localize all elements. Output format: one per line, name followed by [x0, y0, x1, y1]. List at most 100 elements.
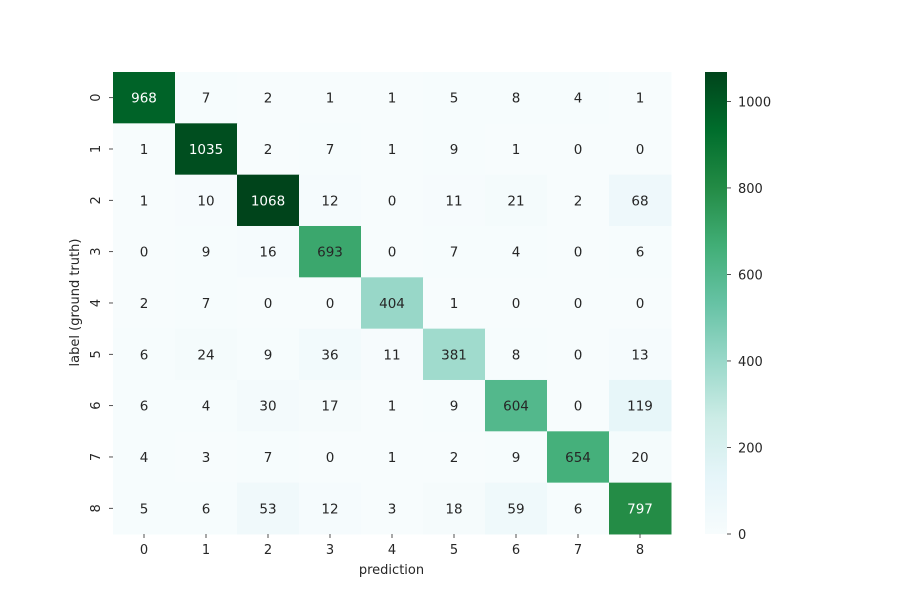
- cell-value-label: 7: [450, 245, 459, 261]
- cell-value-label: 404: [379, 296, 405, 312]
- heatmap-cell: [609, 277, 672, 330]
- cell-value-label: 968: [131, 91, 157, 107]
- cell-value-label: 12: [321, 501, 338, 517]
- heatmap-cell: [609, 174, 672, 227]
- heatmap-cell: [361, 277, 424, 330]
- heatmap-cell: [547, 72, 610, 124]
- y-tick-label: 8: [89, 504, 104, 512]
- heatmap-cell: [423, 123, 486, 176]
- x-tick-label: 1: [202, 543, 210, 558]
- cell-value-label: 0: [512, 296, 521, 312]
- cell-value-label: 654: [565, 450, 591, 466]
- cell-value-label: 4: [202, 399, 211, 415]
- cell-value-label: 0: [574, 296, 583, 312]
- cell-value-label: 381: [441, 347, 467, 363]
- cell-value-label: 0: [574, 347, 583, 363]
- heatmap-cell: [547, 431, 610, 484]
- cell-value-label: 9: [264, 347, 273, 363]
- y-tick-label: 4: [89, 299, 104, 307]
- cell-value-label: 2: [140, 296, 149, 312]
- cell-value-label: 18: [445, 501, 462, 517]
- x-tick-label: 7: [574, 543, 582, 558]
- cell-value-label: 7: [202, 296, 211, 312]
- heatmap-cell: [113, 328, 176, 381]
- cell-value-label: 0: [636, 142, 645, 158]
- heatmap-cell: [113, 225, 176, 278]
- y-axis: 0 1 2 3 4 5 6 7 8: [89, 94, 113, 512]
- cell-value-label: 0: [636, 296, 645, 312]
- cell-value-label: 0: [574, 399, 583, 415]
- cell-value-label: 0: [388, 245, 397, 261]
- heatmap-cell: [299, 379, 362, 432]
- heatmap-cell: [547, 328, 610, 381]
- heatmap-cell: [113, 72, 176, 124]
- heatmap-cell: [361, 123, 424, 176]
- heatmap-cell: [485, 72, 548, 124]
- heatmap-cell: [113, 123, 176, 176]
- cell-value-label: 13: [631, 347, 648, 363]
- heatmap-cell: [609, 379, 672, 432]
- heatmap-cell: [547, 379, 610, 432]
- cell-value-label: 36: [321, 347, 338, 363]
- heatmap-cell: [547, 482, 610, 535]
- heatmap-cell: [237, 379, 300, 432]
- cell-value-label: 5: [140, 501, 149, 517]
- cell-value-label: 68: [631, 193, 648, 209]
- heatmap-cell: [299, 225, 362, 278]
- colorbar-tick-label: 200: [738, 441, 763, 456]
- heatmap-cell: [299, 174, 362, 227]
- cell-value-label: 7: [264, 450, 273, 466]
- cell-value-label: 604: [503, 399, 529, 415]
- cell-value-label: 12: [321, 193, 338, 209]
- x-axis: 0 1 2 3 4 5 6 7 8: [140, 533, 644, 558]
- heatmap-cell: [175, 72, 238, 124]
- heatmap-cell: [361, 72, 424, 124]
- cell-value-label: 1: [388, 450, 397, 466]
- cell-value-label: 24: [197, 347, 214, 363]
- cell-value-label: 1: [140, 142, 149, 158]
- heatmap-cell: [175, 225, 238, 278]
- cell-value-label: 16: [259, 245, 276, 261]
- cell-value-label: 10: [197, 193, 214, 209]
- cell-value-label: 6: [636, 245, 645, 261]
- cell-value-label: 1035: [189, 142, 223, 158]
- cell-value-label: 20: [631, 450, 648, 466]
- heatmap-cell: [547, 174, 610, 227]
- heatmap-cell: [175, 379, 238, 432]
- y-tick-label: 1: [89, 145, 104, 153]
- cell-value-label: 6: [574, 501, 583, 517]
- heatmap-cell: [609, 225, 672, 278]
- heatmap-cell: [485, 379, 548, 432]
- cell-value-label: 9: [202, 245, 211, 261]
- heatmap-cell: [237, 174, 300, 227]
- heatmap-cell: [361, 174, 424, 227]
- heatmap-cell: [113, 482, 176, 535]
- heatmap-cell: [423, 174, 486, 227]
- heatmap-cell: [237, 277, 300, 330]
- heatmap-cell: [485, 482, 548, 535]
- heatmap-cell: [175, 277, 238, 330]
- x-axis-title: prediction: [359, 563, 424, 578]
- cell-value-label: 0: [326, 450, 335, 466]
- y-tick-label: 3: [89, 248, 104, 256]
- heatmap-cell: [175, 328, 238, 381]
- cell-value-label: 1: [388, 142, 397, 158]
- heatmap-cell: [361, 328, 424, 381]
- cell-value-label: 30: [259, 399, 276, 415]
- heatmap-grid: [113, 72, 672, 535]
- heatmap-cell: [423, 328, 486, 381]
- heatmap-cell: [361, 431, 424, 484]
- cell-value-label: 11: [383, 347, 400, 363]
- heatmap-cell: [547, 277, 610, 330]
- heatmap-cell: [113, 277, 176, 330]
- cell-value-label: 11: [445, 193, 462, 209]
- cell-value-label: 1: [388, 91, 397, 107]
- heatmap-cell: [485, 225, 548, 278]
- cell-value-label: 1: [512, 142, 521, 158]
- heatmap-cell: [175, 174, 238, 227]
- cell-value-label: 8: [512, 91, 521, 107]
- x-tick-label: 3: [326, 543, 334, 558]
- heatmap-cell: [609, 482, 672, 535]
- heatmap-cell: [423, 277, 486, 330]
- heatmap-cell: [299, 482, 362, 535]
